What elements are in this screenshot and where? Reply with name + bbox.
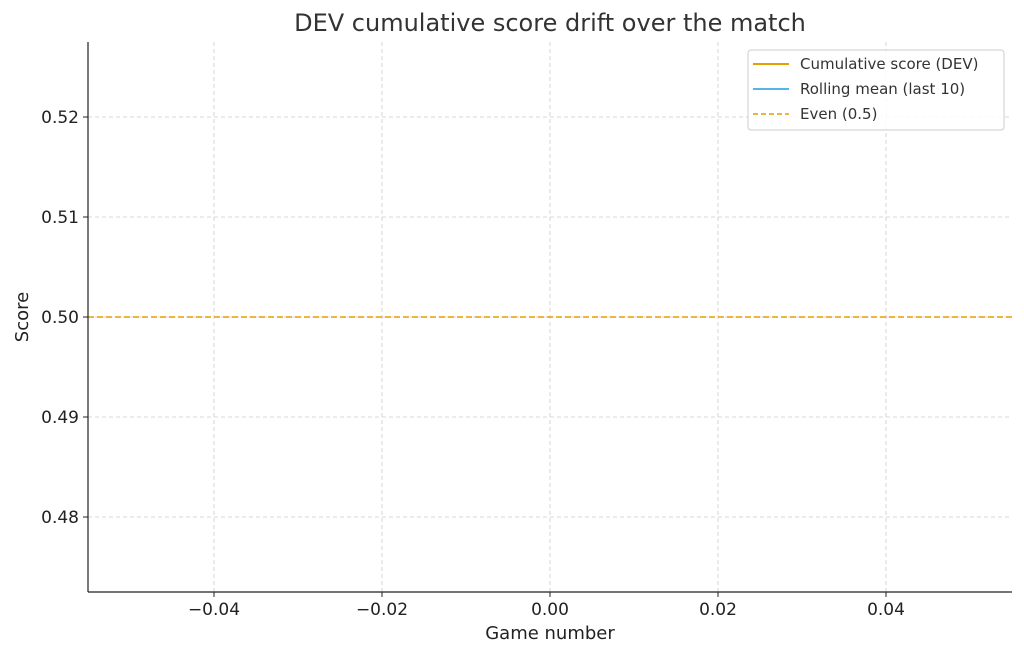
y-tick-label: 0.52 [41, 108, 79, 128]
y-tick-label: 0.49 [41, 408, 79, 428]
x-tick-label: −0.02 [356, 600, 408, 620]
y-tick-label: 0.50 [41, 308, 79, 328]
ticks: −0.04 −0.02 0.00 0.02 0.04 0.48 0.49 0.50 0.51 0.… [41, 108, 905, 620]
x-tick-label: 0.04 [867, 600, 905, 620]
x-tick-label: 0.00 [531, 600, 569, 620]
legend-label: Rolling mean (last 10) [800, 80, 965, 98]
axes [87, 42, 1012, 593]
y-tick-label: 0.48 [41, 508, 79, 528]
legend-box [747, 49, 1005, 131]
legend: Cumulative score (DEV) Rolling mean (last… [747, 49, 1005, 131]
legend-label: Even (0.5) [800, 105, 877, 123]
y-axis-label: Score [12, 292, 33, 342]
chart-title: DEV cumulative score drift over the matc… [294, 9, 806, 37]
x-tick-label: −0.04 [188, 600, 240, 620]
legend-label: Cumulative score (DEV) [800, 55, 978, 73]
y-tick-label: 0.51 [41, 208, 79, 228]
x-tick-label: 0.02 [699, 600, 737, 620]
x-axis-label: Game number [485, 623, 615, 644]
